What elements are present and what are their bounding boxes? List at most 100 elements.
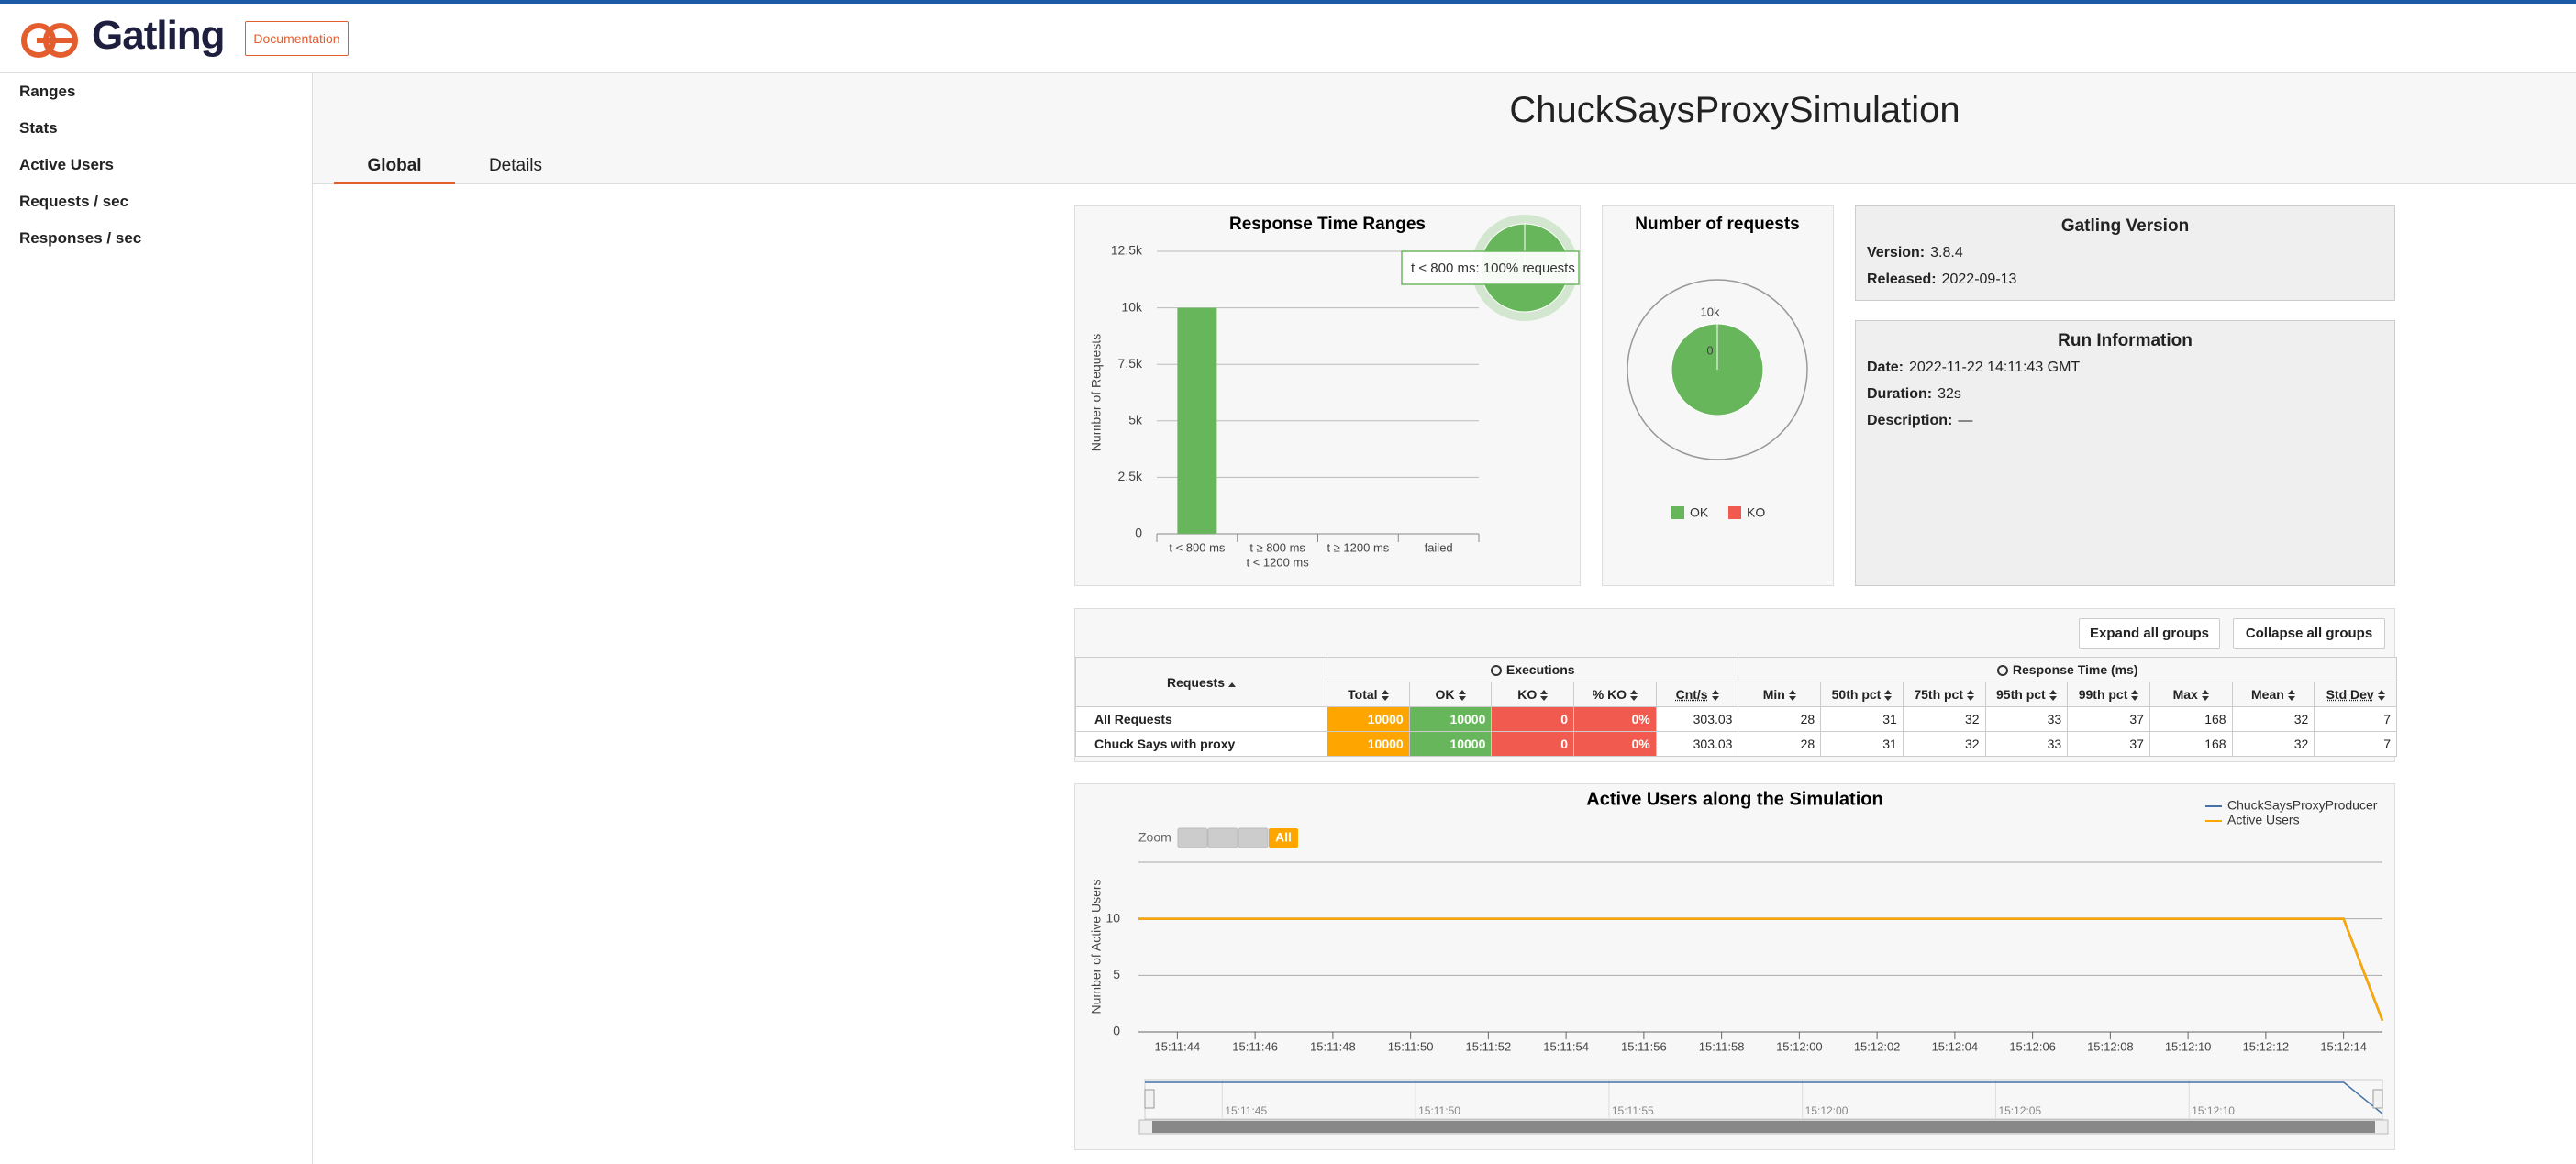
cell: 168 xyxy=(2149,731,2233,757)
collapse-button[interactable]: Collapse all groups xyxy=(2233,618,2385,649)
panel-title: Gatling Version xyxy=(2060,216,2190,236)
column-header[interactable]: Mean xyxy=(2231,682,2315,707)
field-value: — xyxy=(1958,413,1973,428)
stats-table: Requests Executions Response Time (ms) Tota… xyxy=(1075,657,2397,757)
tab[interactable]: Global xyxy=(367,156,422,175)
group-icon xyxy=(1490,665,1502,677)
data-row: Chuck Says with proxy 10000 10000 0 0% 303.03… xyxy=(1075,731,2397,757)
group-header: Executions xyxy=(1326,657,1739,682)
column-header[interactable]: Cnt/s xyxy=(1655,682,1739,707)
column-header[interactable]: 95th pct xyxy=(1984,682,2069,707)
field-value: 3.8.4 xyxy=(1930,245,1963,261)
request-name: All Requests xyxy=(1075,706,1327,732)
field-label: Version: xyxy=(1867,245,1926,261)
column-header[interactable]: Std Dev xyxy=(2314,682,2397,707)
cell: 37 xyxy=(2067,706,2150,732)
sort-icon xyxy=(2377,690,2385,702)
sort-icon xyxy=(1884,690,1893,702)
column-text: Std Dev xyxy=(2326,687,2374,702)
header-text: Requests xyxy=(1166,674,1226,690)
ranges-panel xyxy=(1074,205,1581,586)
sidebar-link[interactable]: Stats xyxy=(19,119,58,137)
cell: 33 xyxy=(1984,706,2069,732)
column-header[interactable]: 75th pct xyxy=(1902,682,1986,707)
field-value: 2022-11-22 14:11:43 GMT xyxy=(1909,360,2081,375)
cell: 33 xyxy=(1984,731,2069,757)
sort-icon xyxy=(1381,690,1389,702)
run-info-panel: Run Information Date: 2022-11-22 14:11:43 … xyxy=(1855,320,2395,586)
column-text: Cnt/s xyxy=(1675,687,1708,702)
cell: 0 xyxy=(1491,706,1575,732)
cell: 10000 xyxy=(1327,706,1410,732)
version-panel: Gatling Version Version: 3.8.4 Released: 202… xyxy=(1855,205,2395,301)
header-row: Requests Executions Response Time (ms) xyxy=(1075,657,2397,707)
panel-title: Run Information xyxy=(2058,331,2193,350)
expand-button[interactable]: Expand all groups xyxy=(2079,618,2220,649)
info-field: Description: — xyxy=(1867,413,1972,429)
cell: 7 xyxy=(2314,731,2397,757)
sort-icon xyxy=(2287,690,2295,702)
logo-text: Gatling xyxy=(92,13,226,58)
column-header[interactable]: Min xyxy=(1738,682,1822,707)
column-header[interactable]: KO xyxy=(1491,682,1575,707)
cell: 32 xyxy=(2231,706,2315,732)
column-header[interactable]: Total xyxy=(1327,682,1410,707)
column-text: Mean xyxy=(2251,687,2284,702)
column-header[interactable]: % KO xyxy=(1573,682,1657,707)
sort-icon xyxy=(1630,690,1638,702)
column-text: 50th pct xyxy=(1831,687,1882,702)
cell: 0% xyxy=(1573,731,1657,757)
cell: 0 xyxy=(1491,731,1575,757)
simulation-title: ChuckSaysProxySimulation xyxy=(1509,90,1960,130)
field-label: Duration: xyxy=(1867,386,1933,402)
sidebar-link[interactable]: Requests / sec xyxy=(19,193,129,210)
sidebar-link[interactable]: Active Users xyxy=(19,156,115,173)
cell: 28 xyxy=(1738,731,1822,757)
column-header[interactable]: OK xyxy=(1408,682,1493,707)
sort-icon xyxy=(1788,690,1796,702)
cell: 28 xyxy=(1738,706,1822,732)
top-bar xyxy=(0,0,2576,4)
group-icon xyxy=(1996,665,2008,677)
tab[interactable]: Details xyxy=(488,156,543,175)
cell: 168 xyxy=(2149,706,2233,732)
field-value: 2022-09-13 xyxy=(1941,272,2017,287)
sidebar-link[interactable]: Responses / sec xyxy=(19,229,142,247)
cell: 10000 xyxy=(1408,731,1493,757)
requests-panel xyxy=(1602,205,1834,586)
column-text: 99th pct xyxy=(2078,687,2128,702)
header-row: Total OK KO % KO Cnt/s Min 50th pct 75th pct 95t… xyxy=(1076,682,2397,707)
cell: 10000 xyxy=(1408,706,1493,732)
column-header[interactable]: 50th pct xyxy=(1820,682,1904,707)
column-header[interactable]: 99th pct xyxy=(2067,682,2150,707)
documentation-button[interactable]: Documentation xyxy=(245,21,349,56)
column-text: KO xyxy=(1517,687,1538,702)
sort-icon xyxy=(2131,690,2139,702)
sidebar-link[interactable]: Ranges xyxy=(19,83,76,100)
sort-icon xyxy=(1711,690,1719,702)
title-strip xyxy=(313,73,2576,184)
column-text: 75th pct xyxy=(1914,687,1964,702)
column-text: Min xyxy=(1762,687,1785,702)
group-header: Response Time (ms) xyxy=(1738,657,2397,682)
column-text: 95th pct xyxy=(1996,687,2046,702)
sort-icon xyxy=(1228,682,1237,687)
info-field: Version: 3.8.4 xyxy=(1867,245,1963,261)
cell: 10000 xyxy=(1327,731,1410,757)
cell: 32 xyxy=(1902,731,1986,757)
sort-icon xyxy=(1458,690,1466,702)
info-field: Date: 2022-11-22 14:11:43 GMT xyxy=(1867,360,2080,376)
field-label: Date: xyxy=(1867,360,1904,375)
column-header[interactable]: Max xyxy=(2149,682,2233,707)
header: Gatling Documentation xyxy=(0,4,2576,73)
field-value: 32s xyxy=(1938,386,1961,402)
request-name: Chuck Says with proxy xyxy=(1075,731,1327,757)
sort-icon xyxy=(1540,690,1549,702)
cell: 37 xyxy=(2067,731,2150,757)
stats-panel: Expand all groups Collapse all groups Requ… xyxy=(1074,608,2397,762)
sidebar: Ranges Stats Active Users Requests / sec Res… xyxy=(0,73,313,1164)
cell: 0% xyxy=(1573,706,1657,732)
info-field: Duration: 32s xyxy=(1867,386,1961,403)
cell: 303.03 xyxy=(1655,731,1739,757)
